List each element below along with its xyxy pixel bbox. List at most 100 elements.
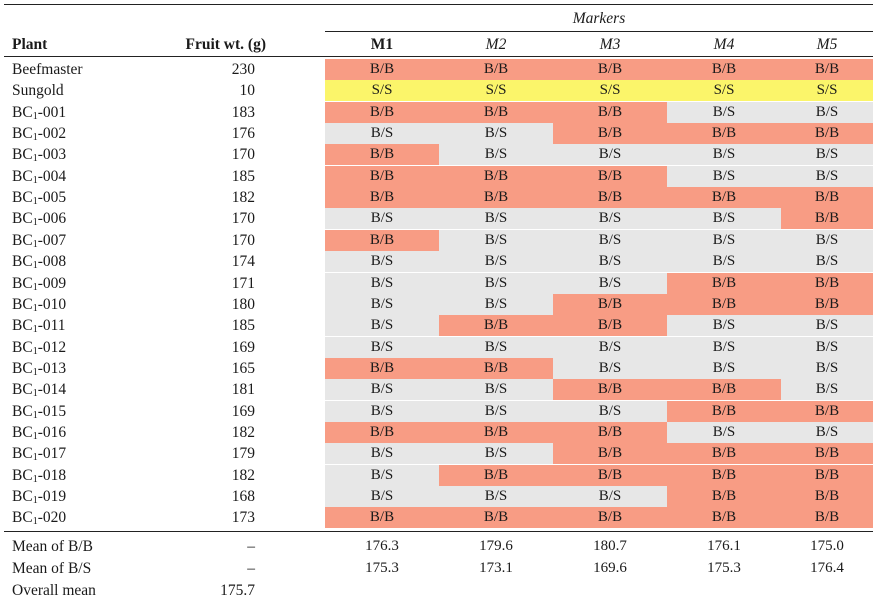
genotype-cell-m2: B/S bbox=[439, 144, 553, 166]
genotype-cell-m1: B/S bbox=[325, 315, 439, 337]
summary-label: Mean of B/B bbox=[12, 538, 93, 555]
fruit-weight: 169 bbox=[231, 338, 255, 356]
genotype-cell-m1: B/S bbox=[325, 379, 439, 401]
fruit-weight: 168 bbox=[231, 488, 255, 505]
plant-subscript: 1 bbox=[32, 430, 38, 442]
genotype-cell-m5: B/S bbox=[781, 144, 873, 166]
table-row: BC1-002 176 B/S B/S B/B B/B B/B bbox=[0, 123, 877, 145]
genotype-cell-m2: B/S bbox=[439, 379, 553, 401]
genotype-cell-m5: B/S bbox=[781, 315, 873, 337]
summary-value-m1: 175.3 bbox=[365, 560, 399, 576]
genotype-cell-m1: B/S bbox=[325, 123, 439, 145]
fruit-weight: 182 bbox=[231, 423, 255, 441]
genotype-cell-m3: B/S bbox=[553, 144, 667, 166]
genotype-cell-m4: B/S bbox=[667, 336, 781, 358]
table-row: BC1-001 183 B/B B/B B/B B/S B/S bbox=[0, 101, 877, 123]
genotype-cell-m4: B/B bbox=[667, 272, 781, 294]
plant-prefix: BC bbox=[12, 167, 33, 185]
plant-suffix: -004 bbox=[37, 167, 67, 185]
genotype-cell-m3: B/B bbox=[553, 507, 667, 529]
genotype-cell-m4: B/S bbox=[667, 315, 781, 337]
fruit-weight: 165 bbox=[231, 359, 255, 377]
markers-title: Markers bbox=[572, 10, 626, 27]
genotype-cell-m1: B/S bbox=[325, 486, 439, 507]
genotype-cell-m1: B/S bbox=[325, 293, 439, 315]
plant-prefix: BC bbox=[12, 103, 33, 121]
fruit-weight: 182 bbox=[231, 466, 255, 484]
fruit-weight: 170 bbox=[231, 210, 255, 228]
table-row: Sungold 10 S/S S/S S/S S/S S/S bbox=[0, 80, 877, 102]
genotype-cell-m3: B/B bbox=[553, 59, 667, 80]
plant-prefix: BC bbox=[12, 146, 33, 164]
table-row: Beefmaster 230 B/B B/B B/B B/B B/B bbox=[0, 59, 877, 80]
genotype-cell-m4: S/S bbox=[667, 80, 781, 102]
genotype-cell-m2: B/S bbox=[439, 486, 553, 507]
fruit-weight: 171 bbox=[231, 274, 255, 292]
summary-weight: – bbox=[247, 560, 255, 577]
plant-prefix: BC bbox=[12, 381, 33, 399]
genotype-cell-m2: B/B bbox=[439, 59, 553, 80]
genotype-cell-m1: B/S bbox=[325, 443, 439, 465]
fruit-weight: 174 bbox=[231, 253, 255, 271]
plant-name: BC1-002 bbox=[12, 123, 66, 144]
table-row: BC1-020 173 B/B B/B B/B B/B B/B bbox=[0, 507, 877, 529]
plant-prefix: BC bbox=[12, 125, 33, 143]
plant-subscript: 1 bbox=[32, 388, 38, 400]
plant-suffix: -005 bbox=[37, 189, 67, 207]
plant-prefix: BC bbox=[12, 402, 33, 420]
genotype-cell-m2: B/B bbox=[439, 187, 553, 209]
genotype-cell-m4: B/B bbox=[667, 293, 781, 315]
genotype-cell-m2: B/S bbox=[439, 123, 553, 145]
plant-subscript: 1 bbox=[32, 366, 38, 378]
plant-subscript: 1 bbox=[32, 217, 38, 229]
table-row: BC1-012 169 B/S B/S B/S B/S B/S bbox=[0, 336, 877, 358]
plant-suffix: -020 bbox=[37, 509, 67, 527]
genotype-cell-m4: B/B bbox=[667, 443, 781, 465]
fruit-wt-header: Fruit wt. (g) bbox=[185, 36, 267, 53]
markers-rule bbox=[325, 31, 873, 32]
plant-name: BC1-010 bbox=[12, 294, 66, 315]
genotype-cell-m4: B/B bbox=[667, 123, 781, 145]
genotype-cell-m3: S/S bbox=[553, 80, 667, 102]
genotype-cell-m2: B/B bbox=[439, 464, 553, 486]
genotype-cell-m2: B/S bbox=[439, 293, 553, 315]
plant-subscript: 1 bbox=[32, 196, 38, 208]
genotype-cell-m3: B/S bbox=[553, 336, 667, 358]
fruit-weight: 185 bbox=[231, 317, 255, 335]
summary-weight: 175.7 bbox=[220, 582, 255, 599]
genotype-cell-m5: B/S bbox=[781, 379, 873, 401]
summary-value-m3: 180.7 bbox=[593, 538, 627, 554]
plant-subscript: 1 bbox=[32, 409, 38, 421]
genotype-cell-m1: B/B bbox=[325, 101, 439, 123]
genotype-cell-m1: S/S bbox=[325, 80, 439, 102]
genotype-cell-m3: B/B bbox=[553, 293, 667, 315]
table-row: BC1-006 170 B/S B/S B/S B/S B/B bbox=[0, 208, 877, 230]
genotype-cell-m4: B/S bbox=[667, 208, 781, 230]
genotype-cell-m1: B/B bbox=[325, 229, 439, 251]
fruit-weight: 179 bbox=[231, 445, 255, 463]
genotype-cell-m1: B/B bbox=[325, 144, 439, 166]
genotype-cell-m3: B/B bbox=[553, 123, 667, 145]
genotype-cell-m4: B/S bbox=[667, 229, 781, 251]
genotype-cell-m5: B/B bbox=[781, 59, 873, 80]
genotype-cell-m1: B/B bbox=[325, 357, 439, 379]
plant-suffix: -018 bbox=[37, 466, 67, 484]
genotype-cell-m4: B/B bbox=[667, 464, 781, 486]
plant-subscript: 1 bbox=[32, 260, 38, 272]
summary-row: Overall mean 175.7 bbox=[0, 580, 877, 601]
summary-value-m5: 175.0 bbox=[810, 538, 844, 554]
genotype-cell-m4: B/S bbox=[667, 357, 781, 379]
genotype-cell-m5: B/B bbox=[781, 507, 873, 529]
marker-header-m5: M5 bbox=[816, 36, 838, 53]
genotype-cell-m3: B/S bbox=[553, 486, 667, 507]
plant-suffix: -017 bbox=[37, 445, 67, 463]
plant-subscript: 1 bbox=[32, 452, 38, 464]
plant-subscript: 1 bbox=[32, 238, 38, 250]
genotype-cell-m2: B/B bbox=[439, 315, 553, 337]
summary-value-m2: 179.6 bbox=[479, 538, 513, 554]
marker-header-m3: M3 bbox=[599, 36, 621, 53]
plant-name: BC1-009 bbox=[12, 273, 66, 294]
genotype-cell-m4: B/B bbox=[667, 59, 781, 80]
fruit-weight: 230 bbox=[231, 61, 255, 78]
